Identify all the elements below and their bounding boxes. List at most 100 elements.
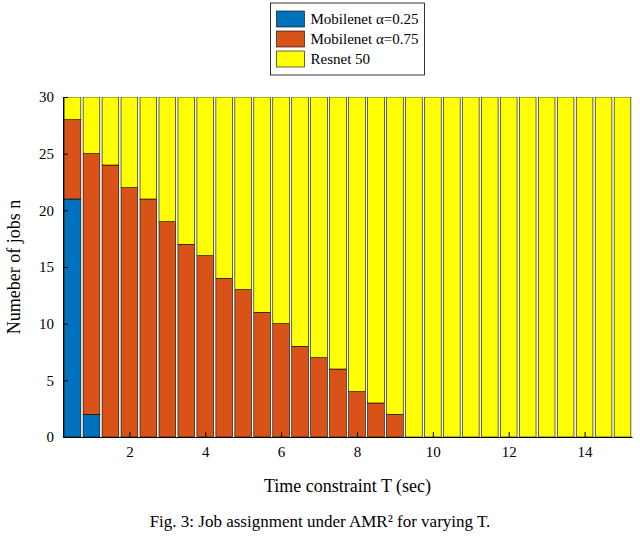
x-axis-line <box>64 437 633 438</box>
y-tick-label: 5 <box>47 373 55 389</box>
bar-segment <box>349 392 366 437</box>
bar-segment <box>311 358 328 437</box>
bar-segment <box>330 369 347 437</box>
bar-segment <box>538 97 555 437</box>
y-tick: 30 <box>39 89 68 105</box>
y-tick-mark <box>63 324 68 325</box>
bar-segment <box>140 199 157 437</box>
bars <box>64 97 631 437</box>
y-tick: 0 <box>47 429 69 445</box>
x-tick: 8 <box>354 432 362 460</box>
x-tick-label: 14 <box>578 444 594 460</box>
bar-segment <box>443 97 460 437</box>
y-tick: 20 <box>39 203 68 219</box>
y-tick: 25 <box>39 146 68 162</box>
bar-segment <box>83 97 100 154</box>
y-tick-label: 25 <box>39 146 54 162</box>
bar-segment <box>178 244 195 437</box>
bar-segment <box>557 97 574 437</box>
x-tick: 14 <box>578 432 594 460</box>
legend-swatch <box>277 11 305 27</box>
bar-segment <box>330 97 347 369</box>
caption: Fig. 3: Job assignment under AMR² for va… <box>150 512 491 531</box>
x-tick-mark <box>433 432 434 437</box>
bar-segment <box>406 97 423 437</box>
x-axis-title: Time constraint T (sec) <box>264 476 431 497</box>
bar-segment <box>64 97 81 120</box>
bar-segment <box>216 97 233 278</box>
x-tick-label: 8 <box>354 444 362 460</box>
y-tick: 10 <box>39 316 68 332</box>
y-tick-label: 15 <box>39 259 54 275</box>
bar-segment <box>387 97 404 414</box>
x-tick: 4 <box>202 432 210 460</box>
x-tick: 6 <box>278 432 286 460</box>
bar-segment <box>595 97 612 437</box>
bar-segment <box>102 165 119 437</box>
legend-items: Mobilenet α=0.25 Mobilenet α=0.75 Resnet 5… <box>277 11 419 67</box>
legend-swatch <box>277 51 305 67</box>
bar-segment <box>292 97 309 346</box>
y-tick: 5 <box>47 373 69 389</box>
legend: Mobilenet α=0.25 Mobilenet α=0.75 Resnet 5… <box>271 3 425 75</box>
y-tick-mark <box>63 210 68 211</box>
x-tick-label: 4 <box>202 444 210 460</box>
bar-segment <box>519 97 536 437</box>
bar-segment <box>273 324 290 437</box>
y-tick-label: 0 <box>47 429 55 445</box>
y-tick-label: 10 <box>39 316 54 332</box>
x-tick-mark <box>281 432 282 437</box>
x-tick: 2 <box>126 432 134 460</box>
bar-segment <box>178 97 195 244</box>
legend-swatch <box>277 31 305 47</box>
bar-segment <box>83 154 100 415</box>
bar-segment <box>159 97 176 222</box>
y-tick-mark <box>63 437 68 438</box>
x-tick: 10 <box>426 432 441 460</box>
bar-segment <box>387 414 404 437</box>
bar-segment <box>481 97 498 437</box>
bar-segment <box>273 97 290 324</box>
legend-label: Resnet 50 <box>311 51 371 67</box>
x-tick-mark <box>205 432 206 437</box>
bar-segment <box>349 97 366 392</box>
bar-segment <box>254 312 271 437</box>
chart: 2 4 6 8 10 12 14 0 5 10 15 20 25 30 Time constraint T … <box>0 0 640 538</box>
y-tick: 15 <box>39 259 68 275</box>
bar-segment <box>254 97 271 312</box>
bar-segment <box>235 290 252 437</box>
x-tick-label: 10 <box>426 444 441 460</box>
bar-segment <box>140 97 157 199</box>
legend-label: Mobilenet α=0.25 <box>311 11 419 27</box>
x-tick-mark <box>357 432 358 437</box>
bar-segment <box>368 403 385 437</box>
y-tick-label: 30 <box>39 89 54 105</box>
y-tick-label: 20 <box>39 203 54 219</box>
bar-segment <box>216 278 233 437</box>
legend-box <box>271 3 425 75</box>
x-axis: 2 4 6 8 10 12 14 <box>64 432 633 460</box>
bar-segment <box>121 97 138 188</box>
bar-segment <box>235 97 252 290</box>
y-tick-mark <box>63 97 68 98</box>
bar-segment <box>614 97 631 437</box>
x-tick: 12 <box>502 432 517 460</box>
bar-segment <box>197 97 214 256</box>
bar-segment <box>64 199 81 437</box>
bar-segment <box>292 346 309 437</box>
y-tick-mark <box>63 267 68 268</box>
bar-segment <box>102 97 119 165</box>
y-axis-title: Numeber of jobs n <box>4 200 24 334</box>
bar-segment <box>368 97 385 403</box>
bar-segment <box>121 188 138 437</box>
x-tick-label: 2 <box>126 444 134 460</box>
bar-segment <box>311 97 328 358</box>
legend-label: Mobilenet α=0.75 <box>311 31 419 47</box>
bar-segment <box>64 120 81 199</box>
x-tick-mark <box>585 432 586 437</box>
y-axis: 0 5 10 15 20 25 30 <box>39 89 68 445</box>
bar-segment <box>83 414 100 437</box>
bar-segment <box>462 97 479 437</box>
bar-segment <box>425 97 442 437</box>
y-tick-mark <box>63 380 68 381</box>
